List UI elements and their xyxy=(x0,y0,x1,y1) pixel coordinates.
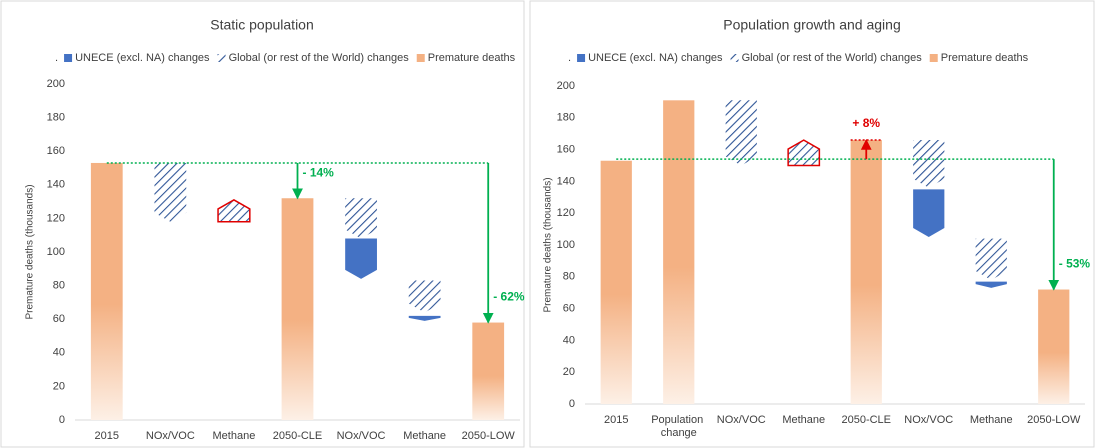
legend-prefix: . xyxy=(568,52,571,64)
bar xyxy=(281,198,314,420)
y-axis-label: Premature deaths (thousands) xyxy=(25,184,36,319)
change-shape xyxy=(913,140,945,188)
y-tick-label: 40 xyxy=(563,334,575,346)
x-tick-label: 2050-LOW xyxy=(1027,414,1081,426)
legend-label: UNECE (excl. NA) changes xyxy=(75,52,210,64)
x-tick-label: Methane xyxy=(782,414,825,426)
change-label: - 62% xyxy=(493,290,525,304)
x-tick-label: 2015 xyxy=(604,414,628,426)
panel-frame xyxy=(529,0,1095,448)
legend-marker xyxy=(416,54,425,62)
change-label: - 53% xyxy=(1059,257,1091,271)
y-tick-label: 80 xyxy=(563,271,575,283)
legend-marker xyxy=(929,54,938,62)
panel-frame xyxy=(0,0,525,448)
x-tick-label: Population change xyxy=(651,414,706,439)
bar xyxy=(90,162,123,420)
x-tick-label: 2050-CLE xyxy=(273,430,323,442)
y-tick-label: 60 xyxy=(53,313,65,325)
y-tick-label: 140 xyxy=(47,179,65,191)
bar xyxy=(1038,289,1070,404)
y-tick-label: 200 xyxy=(557,80,575,92)
y-tick-label: 40 xyxy=(53,347,65,359)
legend-label: UNECE (excl. NA) changes xyxy=(588,52,723,64)
y-tick-label: 20 xyxy=(53,380,65,392)
y-tick-label: 200 xyxy=(47,78,65,90)
x-tick-label: NOx/VOC xyxy=(904,414,953,426)
x-tick-label: NOx/VOC xyxy=(146,430,195,442)
legend-marker xyxy=(577,54,586,62)
chart-title: Static population xyxy=(210,17,314,33)
y-tick-label: 100 xyxy=(557,239,575,251)
bar xyxy=(600,160,632,404)
change-shape xyxy=(725,100,757,166)
y-tick-label: 180 xyxy=(557,112,575,124)
legend-marker xyxy=(64,54,73,62)
legend-prefix: . xyxy=(55,52,58,64)
chart-title: Population growth and aging xyxy=(723,17,900,33)
y-tick-label: 160 xyxy=(557,144,575,156)
y-tick-label: 120 xyxy=(557,207,575,219)
change-shape xyxy=(975,281,1007,288)
y-tick-label: 80 xyxy=(53,280,65,292)
y-tick-label: 0 xyxy=(59,414,65,426)
y-tick-label: 120 xyxy=(47,212,65,224)
x-tick-label-line: Population xyxy=(651,414,706,426)
y-axis-label: Premature deaths (thousands) xyxy=(543,177,554,312)
x-tick-label: NOx/VOC xyxy=(337,430,386,442)
x-tick-label-line: change xyxy=(661,427,697,439)
legend-label: Global (or rest of the World) changes xyxy=(742,52,923,64)
change-shape xyxy=(975,238,1007,280)
change-shape xyxy=(217,199,251,223)
x-tick-label: 2050-LOW xyxy=(462,430,516,442)
x-tick-label: Methane xyxy=(213,430,256,442)
legend-label: Premature deaths xyxy=(428,52,516,64)
y-tick-label: 20 xyxy=(563,366,575,378)
legend-marker xyxy=(217,54,226,62)
legend-label: Premature deaths xyxy=(941,52,1029,64)
change-label: - 14% xyxy=(303,165,335,179)
legend-marker xyxy=(730,54,739,62)
bar xyxy=(472,322,505,420)
change-shape xyxy=(408,315,441,321)
y-tick-label: 180 xyxy=(47,112,65,124)
y-tick-label: 160 xyxy=(47,145,65,157)
change-shape xyxy=(345,238,377,279)
bar xyxy=(663,100,695,404)
change-shape xyxy=(913,189,945,238)
change-shape xyxy=(787,139,821,167)
y-tick-label: 140 xyxy=(557,175,575,187)
x-tick-label: 2050-CLE xyxy=(841,414,891,426)
y-tick-label: 0 xyxy=(569,398,575,410)
y-tick-label: 100 xyxy=(47,246,65,258)
x-tick-label: Methane xyxy=(403,430,446,442)
legend-label: Global (or rest of the World) changes xyxy=(229,52,410,64)
change-label: + 8% xyxy=(852,116,880,130)
x-tick-label: NOx/VOC xyxy=(717,414,766,426)
bar xyxy=(850,140,882,404)
change-shape xyxy=(154,162,187,222)
change-shape xyxy=(345,198,377,239)
y-tick-label: 60 xyxy=(563,303,575,315)
x-tick-label: Methane xyxy=(970,414,1013,426)
x-tick-label: 2015 xyxy=(95,430,119,442)
change-shape xyxy=(408,280,441,313)
